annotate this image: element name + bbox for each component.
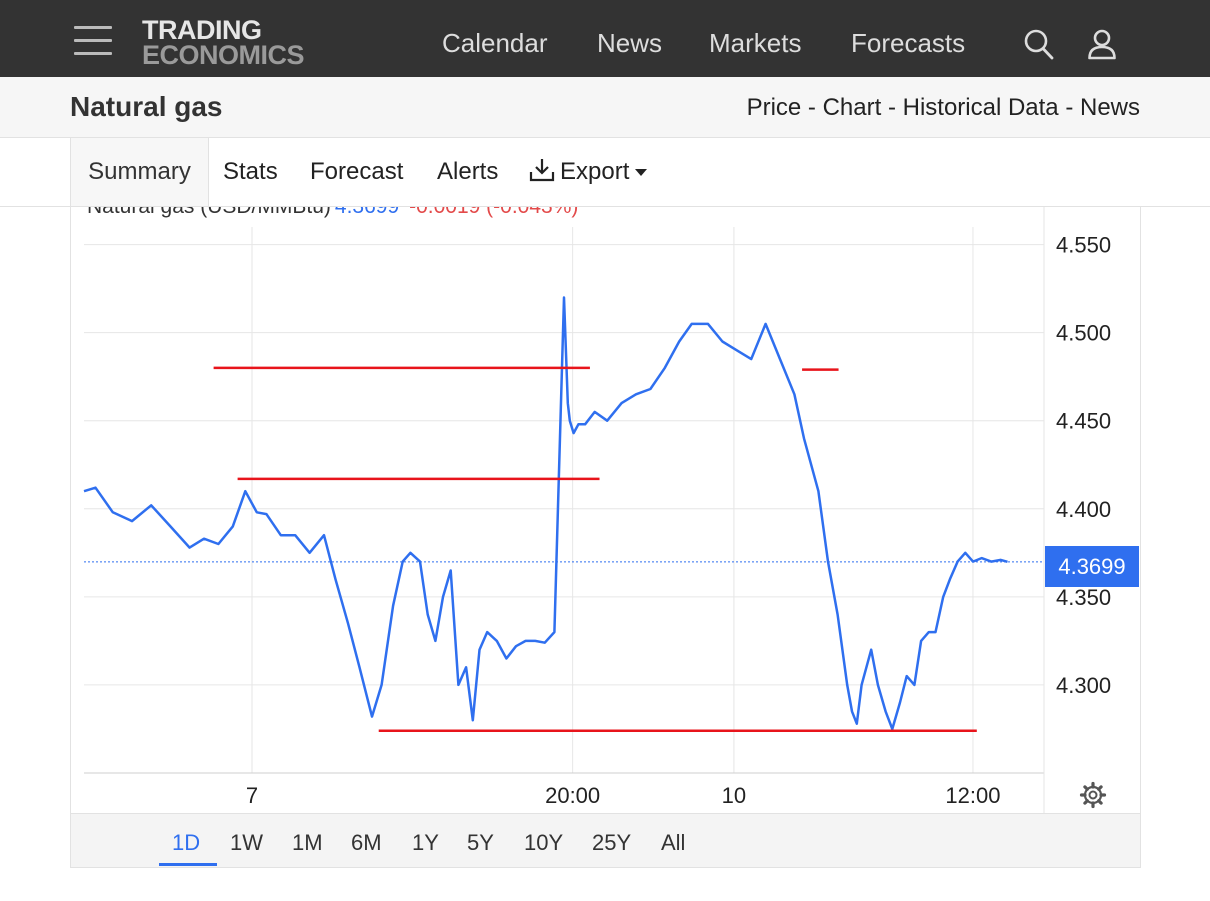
nav-markets[interactable]: Markets (709, 28, 802, 58)
chart-panel: 4.300 4.350 4.400 4.450 4.500 4.550 7 20:00 10 12… (70, 207, 1141, 868)
chevron-down-icon (635, 169, 648, 177)
range-25y[interactable]: 25Y (592, 830, 632, 855)
nav-calendar[interactable]: Calendar (442, 28, 548, 58)
nav-news[interactable]: News (597, 28, 663, 58)
tab-export[interactable]: Export (528, 138, 648, 206)
tab-forecast[interactable]: Forecast (310, 158, 404, 185)
tab-stats[interactable]: Stats (223, 158, 278, 185)
user-icon[interactable] (1087, 28, 1117, 65)
logo-line1: TRADING (142, 15, 262, 45)
menu-icon[interactable] (74, 26, 112, 56)
legend-name: Natural gas (USD/MMBtu) (87, 207, 331, 218)
link-historical-data[interactable]: Historical Data (902, 94, 1059, 121)
range-all[interactable]: All (661, 830, 686, 855)
active-range-indicator (159, 863, 217, 866)
logo[interactable]: TRADING ECONOMICS (142, 15, 305, 70)
x-tick-label: 7 (246, 783, 258, 808)
price-chart[interactable]: 4.300 4.350 4.400 4.450 4.500 4.550 7 20:00 10 12… (71, 207, 1140, 813)
title-links: Price - Chart - Historical Data - News (747, 94, 1140, 122)
last-price-badge: 4.3699 (1045, 546, 1139, 587)
range-selector: 1D 1W 1M 6M 1Y 5Y 10Y 25Y All (71, 813, 1140, 867)
gear-icon[interactable] (1079, 781, 1107, 814)
range-10y[interactable]: 10Y (524, 830, 564, 855)
range-1w[interactable]: 1W (230, 830, 263, 855)
range-6m[interactable]: 6M (351, 830, 382, 855)
link-separator: - (881, 94, 903, 121)
title-bar: Natural gas Price - Chart - Historical D… (0, 77, 1210, 138)
legend-change: -0.0019 (-0.043%) (409, 207, 578, 218)
y-tick-label: 4.400 (1056, 497, 1111, 522)
top-navigation-bar: TRADING ECONOMICS Calendar News Markets … (0, 0, 1210, 77)
y-tick-label: 4.300 (1056, 673, 1111, 698)
page-title: Natural gas (70, 91, 223, 122)
y-tick-label: 4.500 (1056, 321, 1111, 346)
range-1d[interactable]: 1D (172, 830, 201, 855)
link-news[interactable]: News (1079, 94, 1140, 121)
y-tick-label: 4.450 (1056, 409, 1111, 434)
price-series-line (83, 296, 1008, 731)
link-price[interactable]: Price (746, 94, 802, 121)
link-chart[interactable]: Chart (822, 94, 882, 121)
search-icon[interactable] (1024, 28, 1054, 65)
range-1m[interactable]: 1M (292, 830, 323, 855)
range-1y[interactable]: 1Y (412, 830, 439, 855)
chart-legend: Natural gas (USD/MMBtu) 4.3699 -0.0019 (-0… (87, 207, 578, 219)
x-tick-label: 20:00 (545, 783, 600, 808)
y-tick-label: 4.550 (1056, 233, 1111, 258)
tab-export-label: Export (560, 158, 630, 185)
y-tick-label: 4.350 (1056, 585, 1111, 610)
legend-price: 4.3699 (335, 207, 399, 218)
nav-forecasts[interactable]: Forecasts (851, 28, 966, 58)
tab-alerts[interactable]: Alerts (437, 158, 499, 185)
tabs-bar: Summary Stats Forecast Alerts Export (0, 138, 1210, 207)
range-5y[interactable]: 5Y (467, 830, 494, 855)
tab-summary[interactable]: Summary (70, 138, 209, 206)
logo-line2: ECONOMICS (142, 40, 305, 70)
link-separator: - (1058, 94, 1080, 121)
x-tick-label: 10 (722, 783, 746, 808)
x-tick-label: 12:00 (945, 783, 1000, 808)
link-separator: - (801, 94, 823, 121)
download-icon (529, 159, 555, 182)
